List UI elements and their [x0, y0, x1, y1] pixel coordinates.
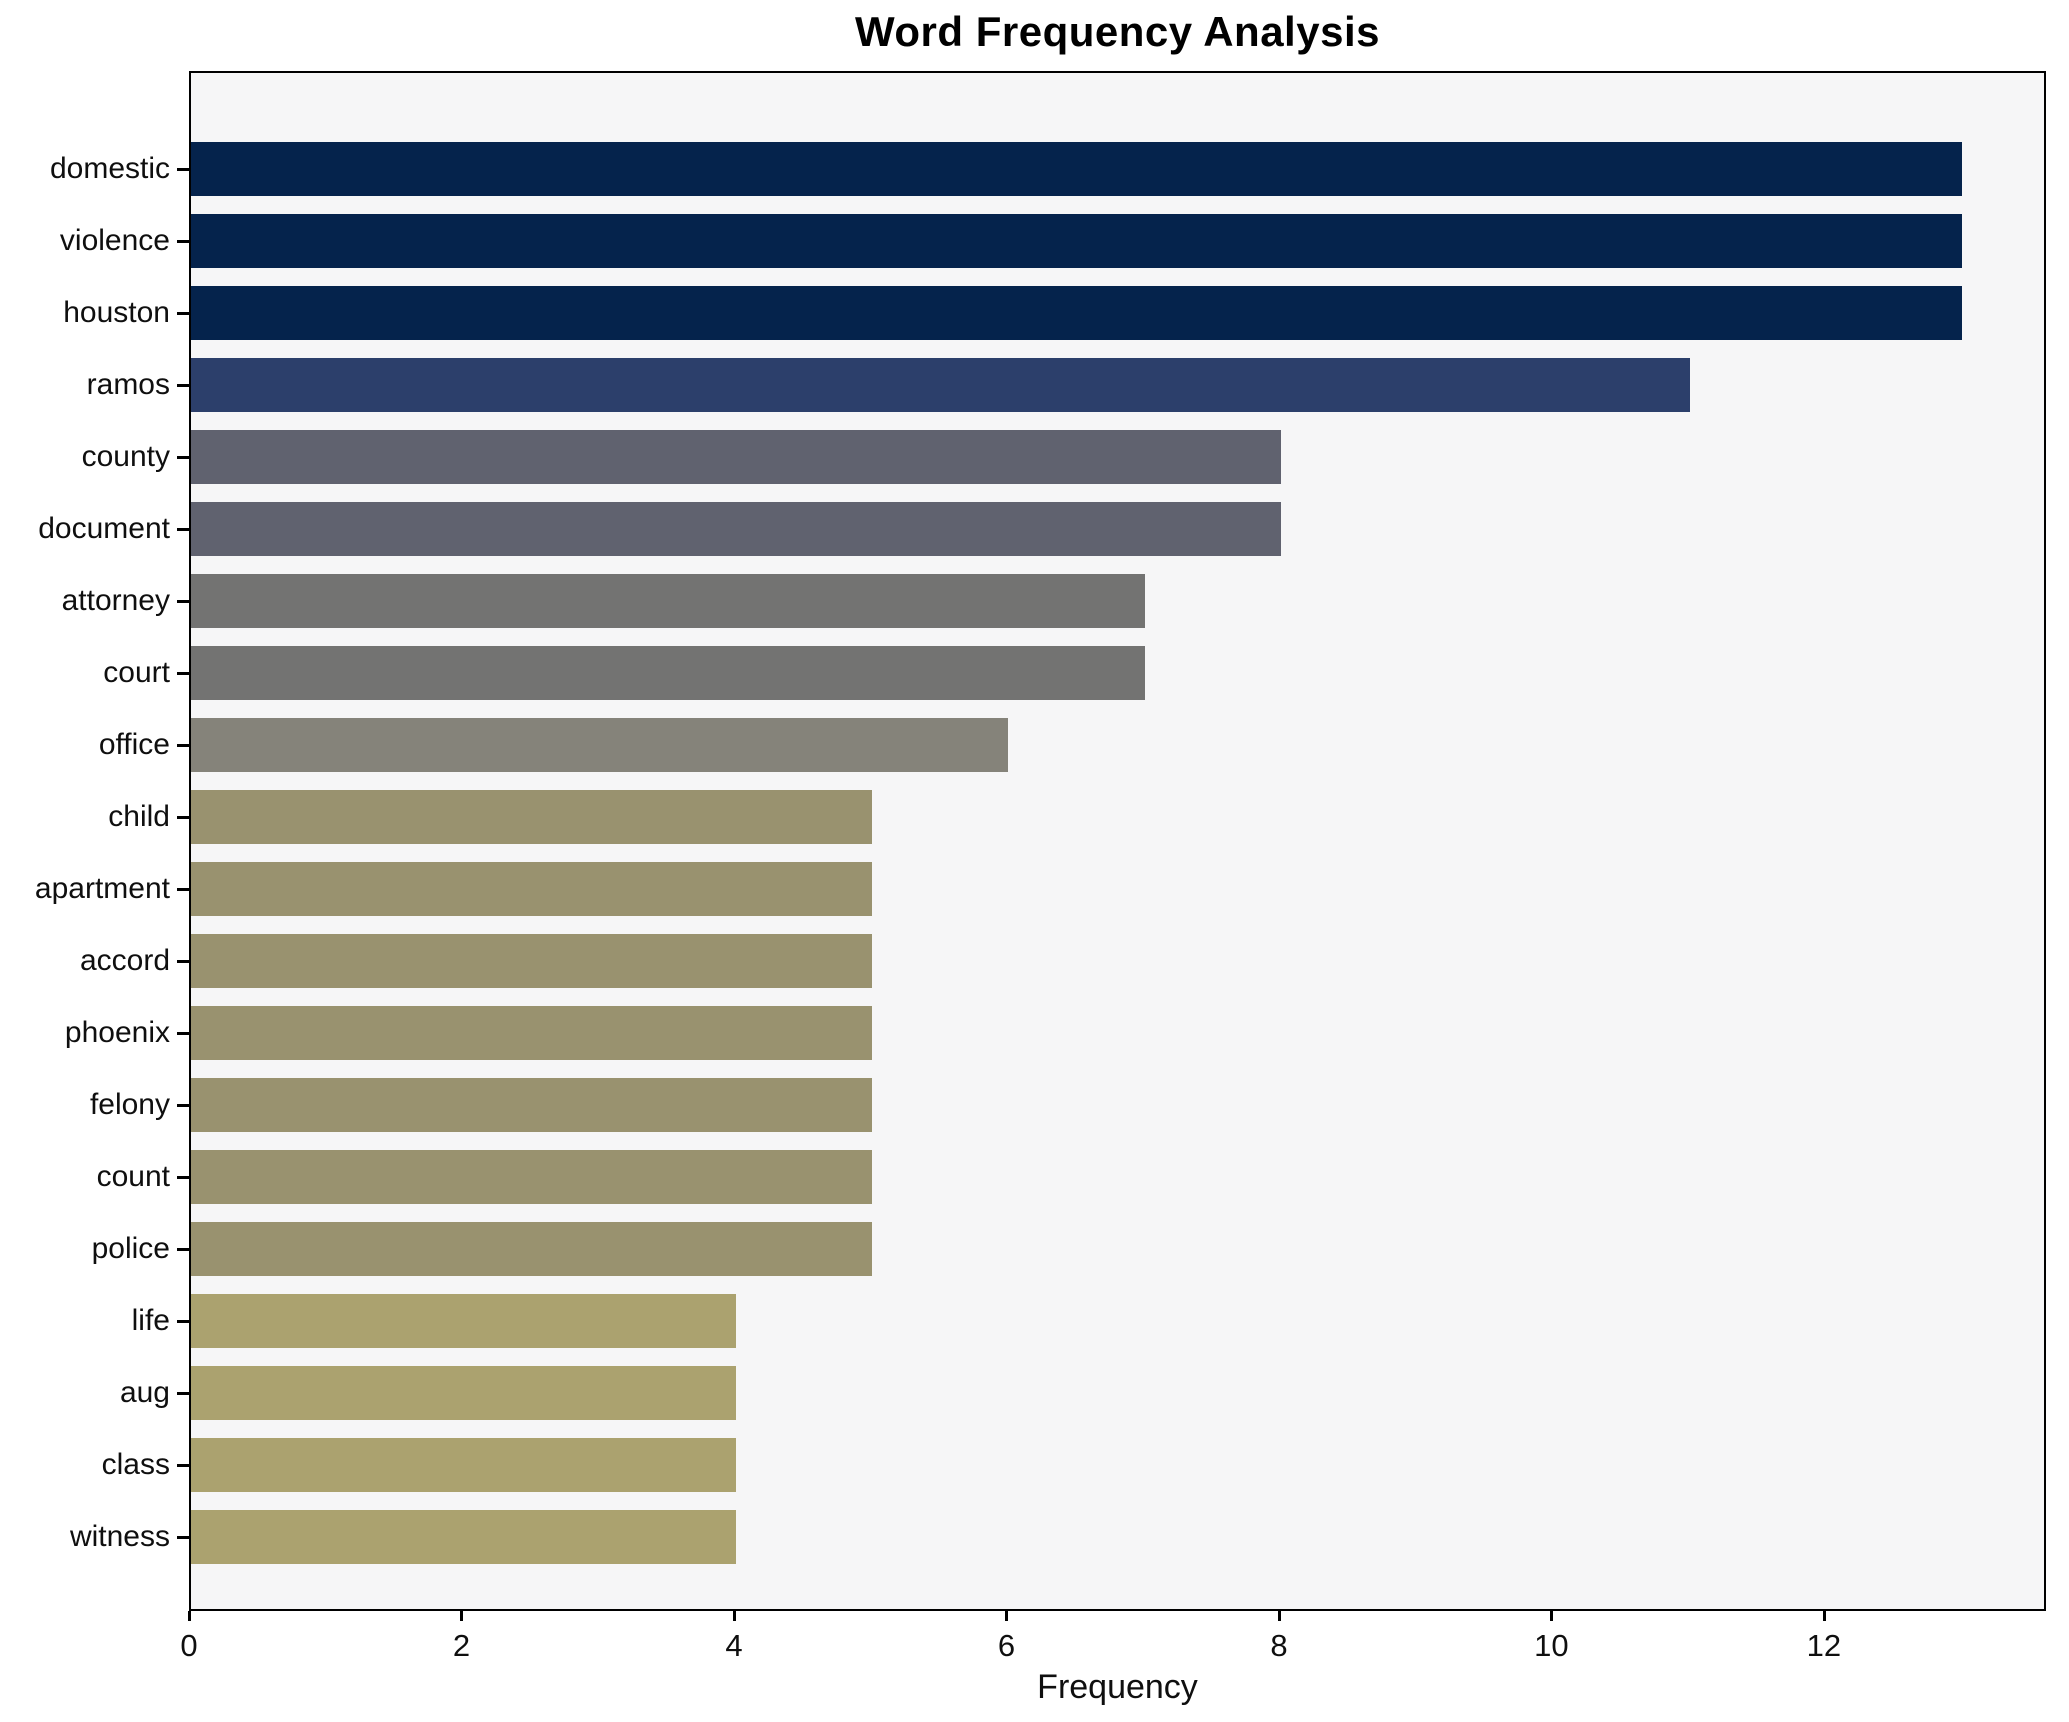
- y-tick-label-child: child: [108, 800, 170, 833]
- x-tick: [188, 1611, 191, 1621]
- bar-witness: [191, 1510, 736, 1564]
- bar-attorney: [191, 574, 1145, 628]
- y-tick-label-ramos: ramos: [86, 368, 170, 401]
- y-tick: [177, 600, 189, 603]
- y-tick-label-life: life: [131, 1304, 170, 1337]
- y-tick: [177, 816, 189, 819]
- bar-ramos: [191, 358, 1690, 412]
- y-tick: [177, 1176, 189, 1179]
- bar-child: [191, 790, 872, 844]
- x-tick: [1277, 1611, 1281, 1621]
- y-tick: [177, 1248, 189, 1251]
- x-tick-label-8: 8: [1270, 1628, 1288, 1663]
- bar-count: [191, 1150, 872, 1204]
- bar-class: [191, 1438, 736, 1492]
- y-tick: [177, 1320, 189, 1323]
- y-tick-label-accord: accord: [79, 944, 170, 977]
- bar-aug: [191, 1366, 736, 1420]
- x-tick-label-6: 6: [997, 1628, 1016, 1663]
- y-tick: [177, 384, 189, 387]
- y-tick-label-aug: aug: [119, 1376, 170, 1409]
- y-tick-label-felony: felony: [89, 1088, 170, 1121]
- y-tick: [177, 240, 189, 243]
- y-tick-label-document: document: [38, 512, 170, 545]
- y-tick-label-court: court: [103, 656, 170, 689]
- x-tick-label-10: 10: [1534, 1628, 1569, 1663]
- bar-phoenix: [191, 1006, 872, 1060]
- y-tick: [177, 1536, 189, 1539]
- bar-felony: [191, 1078, 872, 1132]
- bar-court: [191, 646, 1145, 700]
- y-tick: [177, 1464, 189, 1467]
- bar-accord: [191, 934, 872, 988]
- y-tick: [177, 744, 189, 747]
- y-tick: [177, 528, 189, 531]
- y-tick-label-attorney: attorney: [61, 584, 170, 617]
- x-tick: [1550, 1611, 1554, 1621]
- chart-title: Word Frequency Analysis: [855, 8, 1380, 55]
- x-tick-label-4: 4: [725, 1628, 743, 1663]
- y-tick: [177, 168, 189, 171]
- y-tick: [177, 1032, 189, 1035]
- x-tick: [732, 1611, 736, 1621]
- y-tick: [177, 1392, 189, 1395]
- bar-county: [191, 430, 1281, 484]
- bar-office: [191, 718, 1008, 772]
- y-tick: [177, 456, 189, 459]
- y-tick-label-apartment: apartment: [34, 872, 170, 905]
- y-tick: [177, 672, 189, 675]
- x-tick: [1822, 1611, 1826, 1621]
- y-tick-label-phoenix: phoenix: [64, 1016, 170, 1049]
- y-tick-label-violence: violence: [59, 224, 170, 257]
- bar-police: [191, 1222, 872, 1276]
- y-tick-label-police: police: [91, 1232, 170, 1265]
- x-tick: [460, 1611, 464, 1621]
- bar-domestic: [191, 142, 1962, 196]
- y-tick-label-county: county: [81, 440, 170, 473]
- bar-houston: [191, 286, 1962, 340]
- y-tick-label-office: office: [98, 728, 170, 761]
- y-tick: [177, 960, 189, 963]
- y-tick-label-domestic: domestic: [49, 152, 170, 185]
- y-tick: [177, 1104, 189, 1107]
- x-tick-label-0: 0: [180, 1628, 198, 1663]
- y-tick: [177, 888, 189, 891]
- x-tick-label-2: 2: [452, 1628, 471, 1663]
- bar-apartment: [191, 862, 872, 916]
- y-tick-label-witness: witness: [69, 1520, 170, 1553]
- plot-area: [189, 71, 2046, 1611]
- bar-document: [191, 502, 1281, 556]
- bar-violence: [191, 214, 1962, 268]
- y-tick-label-houston: houston: [63, 296, 170, 329]
- y-tick-label-count: count: [96, 1160, 170, 1193]
- x-tick: [1005, 1611, 1009, 1621]
- bar-life: [191, 1294, 736, 1348]
- x-tick-label-12: 12: [1806, 1628, 1842, 1663]
- y-tick: [177, 312, 189, 315]
- y-tick-label-class: class: [101, 1448, 170, 1481]
- x-axis-title: Frequency: [1037, 1668, 1198, 1706]
